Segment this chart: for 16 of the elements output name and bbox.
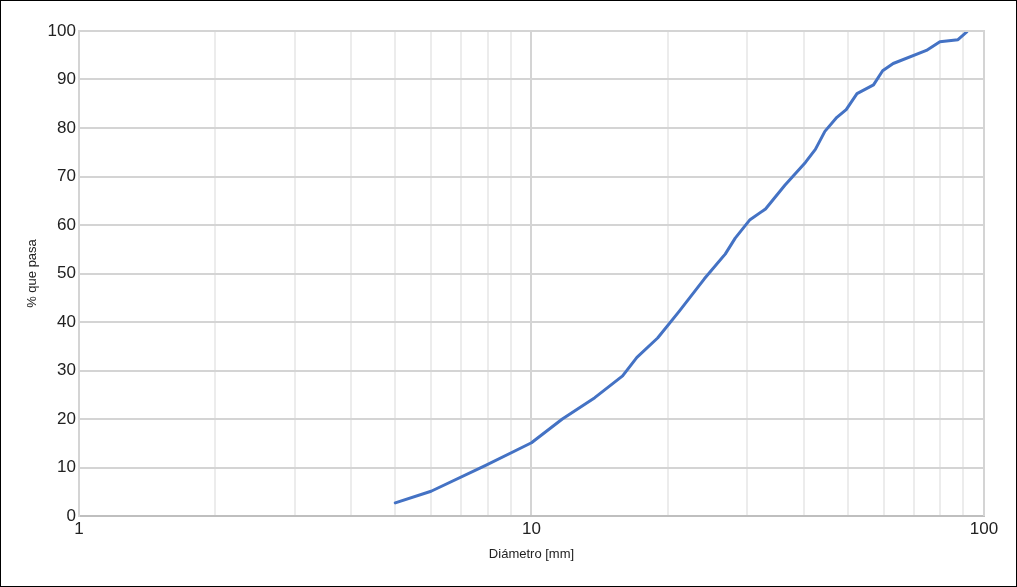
y-tick-label: 30	[57, 360, 76, 380]
y-tick-label: 100	[47, 20, 76, 40]
y-tick-label: 90	[57, 69, 76, 89]
y-tick-label: 60	[57, 214, 76, 234]
y-tick-label: 40	[57, 311, 76, 331]
x-tick-label: 1	[74, 518, 84, 538]
y-tick-label: 70	[57, 166, 76, 186]
x-tick-label: 100	[969, 518, 999, 538]
x-axis-title: Diámetro [mm]	[488, 545, 575, 561]
x-tick-label: 10	[522, 518, 541, 538]
y-axis-title: % que pasa	[24, 238, 40, 308]
y-tick-label: 0	[66, 505, 76, 525]
y-tick-label: 10	[57, 457, 76, 477]
y-tick-label: 20	[57, 408, 76, 428]
y-tick-label: 50	[57, 263, 76, 283]
y-tick-label: 80	[57, 117, 76, 137]
